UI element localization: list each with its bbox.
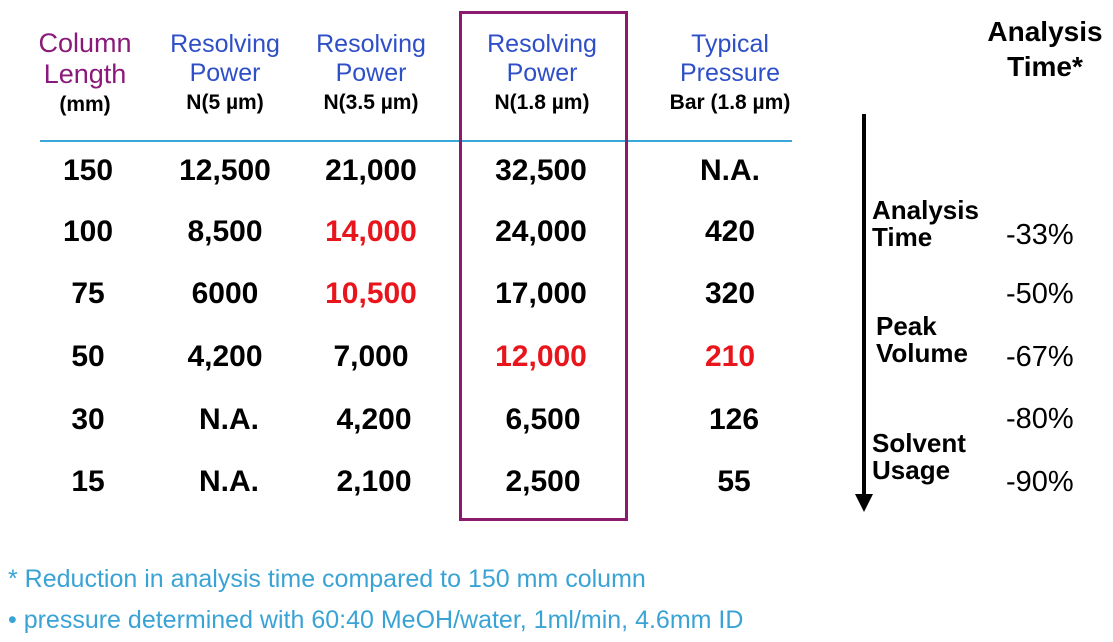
cell-n18: 32,500: [495, 154, 587, 187]
cell-n5: 4,200: [187, 340, 263, 373]
label-analysis-time-line2: Time: [872, 222, 933, 253]
cell-n5: 8,500: [187, 215, 263, 248]
header-column-length-line1: Column: [38, 28, 132, 58]
cell-n5: N.A.: [199, 403, 259, 436]
header-column-length-unit: (mm): [59, 93, 111, 117]
cell-length: 150: [62, 154, 114, 187]
header-rp18-line1: Resolving: [487, 30, 597, 58]
pct-reduction: -33%: [1006, 219, 1074, 251]
header-rp5: Resolving Power N(5 µm): [155, 30, 295, 115]
cell-n18: 24,000: [495, 215, 587, 248]
label-analysis-time: Analysis Time: [872, 195, 979, 253]
header-analysis-time-line1: Analysis: [987, 16, 1103, 47]
header-column-length-line2: Length: [43, 59, 127, 90]
cell-pressure: N.A.: [700, 154, 760, 187]
label-solvent-usage-line2: Usage: [872, 455, 951, 486]
label-solvent-usage: Solvent Usage: [872, 428, 966, 486]
cell-n35: 4,200: [336, 403, 412, 436]
cell-length: 100: [62, 215, 114, 248]
cell-pressure: 420: [704, 215, 756, 248]
header-rp35-line1: Resolving: [316, 30, 426, 58]
cell-length: 15: [71, 465, 105, 498]
header-pressure-line2: Pressure: [679, 58, 781, 87]
header-rp5-line2: Power: [189, 58, 261, 87]
header-pressure-unit: Bar (1.8 µm): [669, 90, 791, 114]
highlight-box-1-8um: [459, 11, 628, 521]
footnote-pressure: • pressure determined with 60:40 MeOH/wa…: [8, 606, 744, 634]
cell-length: 30: [71, 403, 105, 436]
header-pressure-line1: Typical: [691, 30, 769, 58]
header-rp35-unit: N(3.5 µm): [323, 90, 419, 114]
label-solvent-usage-line1: Solvent: [872, 428, 966, 458]
label-analysis-time-line1: Analysis: [872, 195, 979, 225]
footnote-analysis-time: * Reduction in analysis time compared to…: [8, 565, 646, 593]
cell-n5: 6000: [191, 277, 259, 310]
cell-n35: 2,100: [336, 465, 412, 498]
cell-pressure: 126: [708, 403, 760, 436]
label-peak-volume-line2: Volume: [876, 338, 968, 369]
header-analysis-time: Analysis Time*: [982, 14, 1108, 84]
cell-n35: 21,000: [325, 154, 417, 187]
cell-n35: 14,000: [325, 215, 417, 248]
pct-reduction: -67%: [1006, 341, 1074, 373]
cell-pressure: 320: [704, 277, 756, 310]
cell-n18: 6,500: [505, 403, 581, 436]
header-rp18: Resolving Power N(1.8 µm): [467, 30, 617, 115]
cell-length: 75: [71, 277, 105, 310]
cell-pressure: 210: [704, 340, 756, 373]
header-rp35-line2: Power: [335, 58, 407, 87]
header-rp35: Resolving Power N(3.5 µm): [298, 30, 444, 115]
cell-n18: 12,000: [495, 340, 587, 373]
label-peak-volume: Peak Volume: [876, 311, 968, 369]
header-analysis-time-line2: Time*: [1007, 51, 1083, 82]
cell-n18: 17,000: [495, 277, 587, 310]
header-rp18-unit: N(1.8 µm): [494, 90, 590, 114]
arrow-down-icon: [855, 494, 873, 512]
cell-n5: 12,500: [179, 154, 271, 187]
cell-n35: 7,000: [333, 340, 409, 373]
cell-n35: 10,500: [325, 277, 417, 310]
label-peak-volume-line1: Peak: [876, 311, 937, 341]
header-rp5-unit: N(5 µm): [186, 90, 264, 114]
cell-pressure: 55: [717, 465, 751, 498]
pct-reduction: -90%: [1006, 466, 1074, 498]
pct-reduction: -50%: [1006, 278, 1074, 310]
header-pressure: Typical Pressure Bar (1.8 µm): [645, 30, 815, 115]
reduction-arrow-line: [862, 114, 866, 498]
header-column-length: Column Length (mm): [20, 28, 150, 117]
cell-n5: N.A.: [199, 465, 259, 498]
header-rp18-line2: Power: [506, 58, 578, 87]
pct-reduction: -80%: [1006, 403, 1074, 435]
cell-length: 50: [71, 340, 105, 373]
header-rp5-line1: Resolving: [170, 30, 280, 58]
cell-n18: 2,500: [505, 465, 581, 498]
header-separator: [40, 140, 792, 142]
